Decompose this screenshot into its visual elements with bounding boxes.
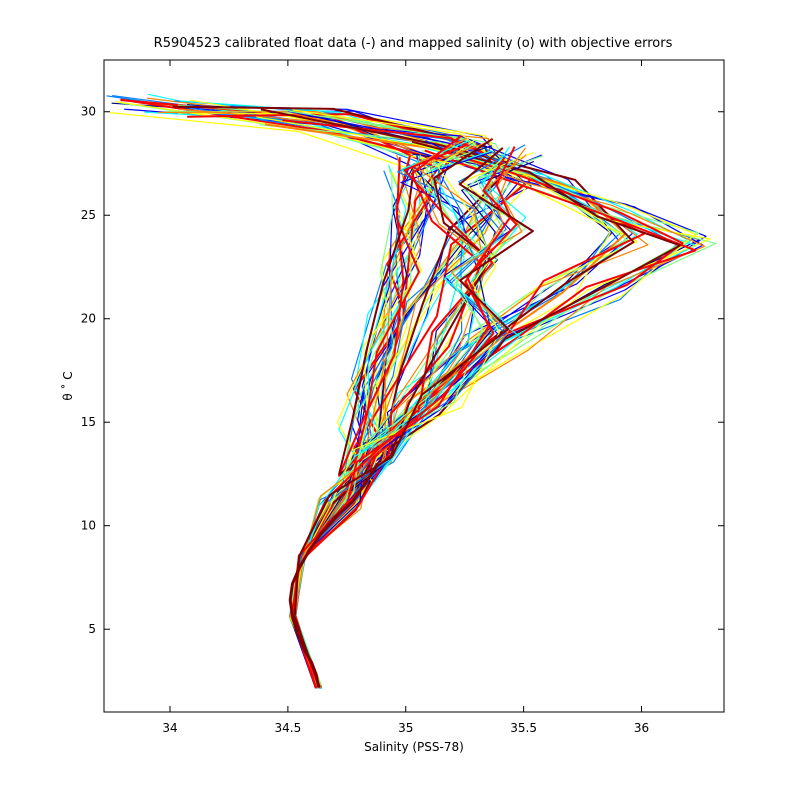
deep-branch-line	[288, 462, 380, 688]
plot-frame	[103, 59, 725, 713]
axis-ticks: 34 34.5 35 35.5 36 5 10 15 20 25 30	[81, 60, 724, 735]
y-tick-label: 20	[81, 312, 96, 326]
x-tick-label: 35.5	[510, 721, 537, 735]
profile-line	[294, 149, 697, 689]
x-tick-label: 34	[162, 721, 177, 735]
y-tick-label: 5	[88, 622, 96, 636]
x-tick-label: 34.5	[275, 721, 302, 735]
x-axis-label: Salinity (PSS-78)	[364, 740, 464, 754]
profile-line	[291, 145, 498, 687]
y-axis-label: θ ˚ C	[60, 371, 75, 400]
x-tick-label: 36	[634, 721, 649, 735]
profile-line	[293, 147, 534, 688]
profile-line	[294, 155, 544, 689]
y-tick-label: 30	[81, 105, 96, 119]
y-tick-label: 15	[81, 415, 96, 429]
y-tick-label: 25	[81, 208, 96, 222]
profile-line	[174, 100, 511, 687]
profile-lines-layer	[106, 93, 717, 689]
y-tick-label: 10	[81, 519, 96, 533]
chart-title: R5904523 calibrated float data (-) and m…	[154, 36, 673, 51]
x-tick-label: 35	[398, 721, 413, 735]
